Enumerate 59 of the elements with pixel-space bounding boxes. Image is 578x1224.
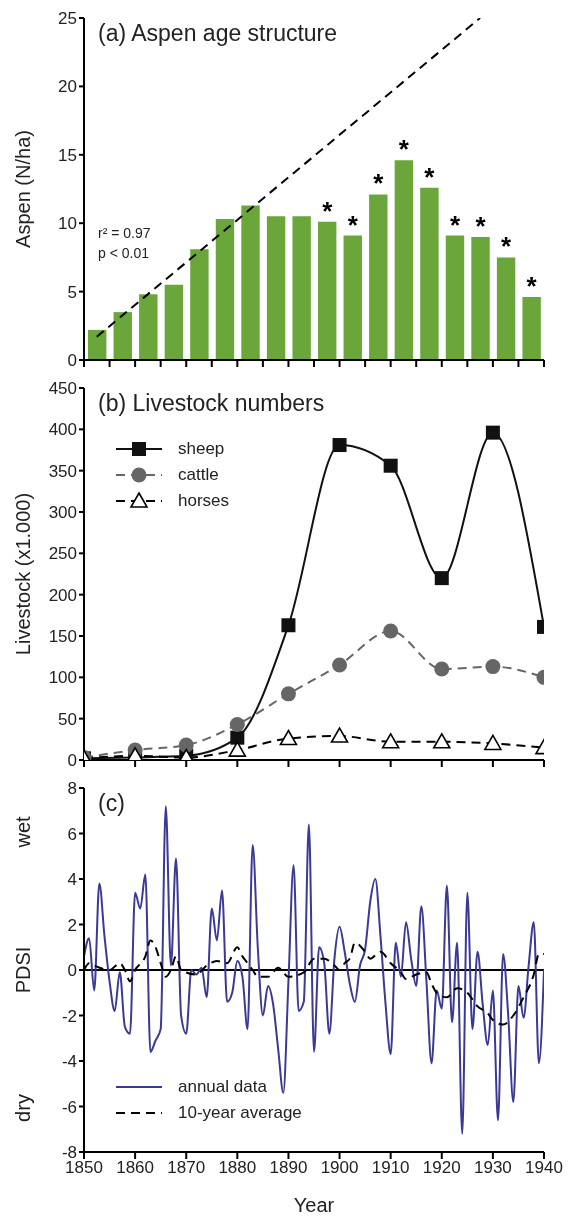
y-tick-label: 2 — [67, 915, 77, 935]
x-tick-label: 1850 — [65, 1158, 103, 1178]
x-tick-label: 1910 — [371, 1158, 410, 1178]
y-tick-label: 400 — [48, 420, 77, 440]
y-tick-label: 10 — [58, 214, 77, 234]
y-tick-label: -6 — [61, 1097, 77, 1117]
x-tick-label: 1890 — [269, 1158, 308, 1178]
y-axis-title: PDSI — [11, 946, 35, 994]
y-tick-label: 0 — [67, 961, 77, 981]
y-tick-label: 300 — [48, 503, 77, 523]
text: wet — [11, 816, 35, 848]
x-tick-label: 1880 — [218, 1158, 257, 1178]
y-tick-label: 350 — [48, 461, 77, 481]
x-tick-label: 1920 — [422, 1158, 461, 1178]
x-axis-title: Year — [293, 1194, 335, 1216]
data-label: * — [398, 134, 410, 165]
y-tick-label: 200 — [48, 585, 77, 605]
data-label: * — [526, 271, 538, 302]
y-tick-label: 20 — [58, 77, 77, 97]
legend-label: annual data — [178, 1077, 267, 1097]
y-tick-label: 0 — [67, 351, 77, 371]
data-label: * — [373, 168, 385, 199]
x-tick-label: 1860 — [116, 1158, 155, 1178]
chart-title: (b) Livestock numbers — [98, 390, 325, 417]
data-label: * — [424, 161, 436, 192]
chart-title: (c) — [98, 790, 125, 817]
y-tick-label: 4 — [67, 870, 77, 890]
y-axis-title: Aspen (N/ha) — [11, 130, 35, 248]
text: dry — [11, 1094, 35, 1123]
y-tick-label: -4 — [61, 1052, 77, 1072]
x-tick-label: 1900 — [320, 1158, 359, 1178]
y-tick-label: 50 — [58, 709, 77, 729]
y-tick-label: 250 — [48, 544, 77, 564]
y-tick-label: 15 — [58, 145, 77, 165]
y-axis-title: Livestock (x1.000) — [11, 492, 35, 656]
data-label: * — [347, 209, 359, 240]
y-tick-label: 100 — [48, 668, 77, 688]
legend-label: cattle — [178, 465, 219, 485]
legend-label: 10-year average — [178, 1103, 302, 1123]
y-tick-label: 8 — [67, 779, 77, 799]
data-label: * — [322, 195, 334, 226]
data-label: * — [449, 209, 461, 240]
annotation: r² = 0.97 — [98, 224, 151, 244]
y-tick-label: 5 — [67, 282, 77, 302]
data-label: * — [475, 210, 487, 241]
y-tick-label: 25 — [58, 9, 77, 29]
y-tick-label: 0 — [67, 751, 77, 771]
x-tick-label: 1940 — [525, 1158, 563, 1178]
y-tick-label: 450 — [48, 379, 77, 399]
x-tick-label: 1930 — [473, 1158, 512, 1178]
legend-label: horses — [178, 491, 230, 511]
x-tick-label: 1870 — [167, 1158, 206, 1178]
y-tick-label: 150 — [48, 627, 77, 647]
y-tick-label: 6 — [67, 824, 77, 844]
annotation: p < 0.01 — [98, 244, 150, 264]
legend-label: sheep — [178, 439, 225, 459]
chart-title: (a) Aspen age structure — [98, 20, 338, 47]
data-label: * — [501, 231, 513, 262]
y-tick-label: -2 — [61, 1006, 77, 1026]
